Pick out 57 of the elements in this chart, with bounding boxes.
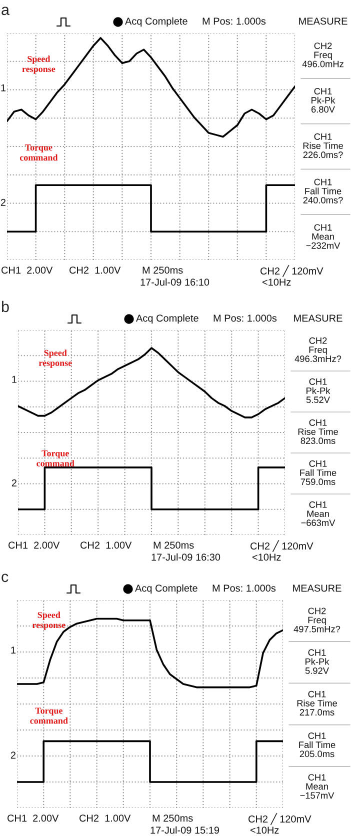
- text: Acq Complete: [136, 314, 198, 324]
- text: CH1 Pk-Pk 6.80V: [311, 88, 336, 113]
- text: Acq Complete: [135, 584, 198, 594]
- text: 17-Jul-09 15:19: [150, 826, 220, 834]
- text: 2: [0, 198, 6, 206]
- text: MEASURE: [293, 584, 342, 592]
- text: MEASURE: [299, 18, 348, 25]
- text: CH1 2.00V: [2, 266, 53, 274]
- chart-title: b: [2, 300, 9, 312]
- text: M Pos: 1.000s: [214, 314, 277, 322]
- text: CH2 Freq 496.3mHz?: [294, 337, 342, 362]
- text: Torque command: [20, 144, 58, 161]
- text: CH2 1.00V: [80, 542, 132, 549]
- text: CH2 ╱ 120mV: [248, 813, 312, 825]
- text: CH1 Fall Time 759.0ms: [300, 460, 336, 486]
- text: CH1 Mean −232mV: [306, 224, 340, 249]
- chart-title: a: [2, 6, 10, 16]
- text: CH1 Pk-Pk 5.52V: [306, 378, 330, 404]
- text: CH1 Rise Time 217.0ms: [297, 690, 337, 716]
- text: CH1 Mean −663mV: [301, 501, 336, 526]
- text: Acq Complete: [125, 17, 188, 27]
- text: 1: [12, 376, 17, 383]
- text: CH1 Fall Time 240.0ms?: [303, 178, 343, 204]
- text: <10Hz: [250, 826, 279, 834]
- text: 17-Jul-09 16:30: [152, 553, 220, 561]
- text: CH2 ╱ 120mV: [260, 265, 324, 277]
- text: Speed response: [38, 350, 72, 368]
- text: 17-Jul-09 16:10: [140, 278, 210, 286]
- series-label: Speed response: [32, 612, 66, 630]
- text: CH1 Rise Time 226.0ms?: [303, 133, 343, 158]
- text: <10Hz: [252, 554, 281, 561]
- text: CH2 1.00V: [80, 814, 131, 822]
- text: <10Hz: [262, 278, 291, 286]
- text: M 250ms: [154, 542, 194, 549]
- text: 1: [1, 84, 6, 92]
- series-label: Torque command: [30, 708, 68, 724]
- text: M 250ms: [152, 814, 193, 822]
- series-label: Torque command: [36, 450, 74, 466]
- text: 1: [11, 646, 16, 654]
- text: CH2 ╱ 120mV: [250, 540, 314, 552]
- text: CH2 Freq 497.5mHz?: [294, 608, 340, 632]
- text: CH1 Mean −157mV: [300, 774, 334, 799]
- text: MEASURE: [294, 314, 342, 322]
- text: 2: [12, 479, 16, 486]
- text: CH1 Pk-Pk 5.92V: [305, 649, 330, 674]
- text: CH1 Rise Time 823.0ms: [298, 419, 338, 444]
- text: M Pos: 1.000s: [212, 584, 276, 592]
- text: CH1 Fall Time 205.0ms: [299, 732, 336, 758]
- text: CH2 1.00V: [70, 266, 121, 274]
- text: CH1 2.00V: [8, 542, 60, 549]
- text: 2: [10, 752, 16, 759]
- chart-title: c: [2, 574, 8, 582]
- text: M Pos: 1.000s: [202, 18, 266, 25]
- text: CH2 Freq 496.0mHz: [302, 42, 344, 68]
- series-label: Speed response: [22, 56, 56, 74]
- text: CH1 2.00V: [8, 814, 59, 822]
- text: M 250ms: [142, 266, 183, 274]
